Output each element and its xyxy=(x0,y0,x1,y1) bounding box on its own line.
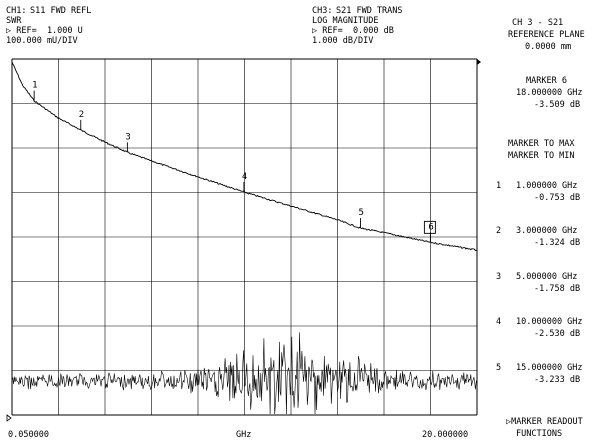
ch1-ref: ▷ REF= 1.000 U xyxy=(6,26,83,36)
marker-3-value: -1.758 dB xyxy=(534,284,581,294)
marker-1-freq: 1.000000 GHz xyxy=(516,181,578,191)
ref-arrow-icon xyxy=(477,59,481,65)
marker-2-label: 2 xyxy=(79,110,84,120)
marker-2-value: -1.324 dB xyxy=(534,238,581,248)
marker-2-freq: 3.000000 GHz xyxy=(516,226,578,236)
active-marker-name[interactable]: MARKER 6 xyxy=(526,76,567,86)
marker-5-freq: 15.000000 GHz xyxy=(516,363,583,373)
marker-6-label: 6 xyxy=(428,222,433,232)
marker-readout-functions-line2[interactable]: FUNCTIONS xyxy=(516,429,563,439)
ch3-ref: ▷ REF= 0.000 dB xyxy=(312,26,394,36)
ch1-param: S11 FWD REFL xyxy=(30,6,92,16)
ch3-label: CH3: xyxy=(312,6,333,16)
marker-5-value: -3.233 dB xyxy=(534,375,581,385)
graticule-grid xyxy=(11,58,478,416)
marker-2-number[interactable]: 2 xyxy=(496,226,502,236)
marker-6-active-box xyxy=(423,220,436,234)
menu-marker-to-min[interactable]: MARKER TO MIN xyxy=(508,151,575,161)
marker-1-label: 1 xyxy=(32,81,37,91)
marker-3-number[interactable]: 3 xyxy=(496,272,502,282)
menu-marker-to-max[interactable]: MARKER TO MAX xyxy=(508,139,575,149)
start-freq: 0.050000 xyxy=(8,430,49,440)
ch3-scale: 1.000 dB/DIV xyxy=(312,36,374,46)
marker-group: 1 2 3 4 5 6 xyxy=(32,81,436,243)
marker-5-label: 5 xyxy=(358,208,363,218)
marker-1-number[interactable]: 1 xyxy=(496,181,502,191)
marker-5-number[interactable]: 5 xyxy=(496,363,502,373)
ch1-scale: 100.000 mU/DIV xyxy=(6,36,78,46)
marker-3-label: 3 xyxy=(125,132,130,142)
ref-arrow-left-icon xyxy=(6,414,12,422)
s11-swr-trace xyxy=(11,332,478,415)
channel-title: CH 3 - S21 xyxy=(512,18,564,28)
marker-readout-functions[interactable]: ▷MARKER READOUT xyxy=(506,417,583,427)
marker-4-label: 4 xyxy=(242,172,247,182)
active-marker-value: -3.509 dB xyxy=(534,100,581,110)
ch3-param: S21 FWD TRANS xyxy=(336,6,403,16)
ch3-format: LOG MAGNITUDE xyxy=(312,16,379,26)
stop-freq: 20.000000 xyxy=(422,430,469,440)
ch1-label: CH1: xyxy=(6,6,27,16)
active-marker-freq: 18.000000 GHz xyxy=(516,88,583,98)
reference-plane-label: REFERENCE PLANE xyxy=(508,30,585,40)
marker-4-value: -2.530 dB xyxy=(534,329,581,339)
marker-4-freq: 10.000000 GHz xyxy=(516,317,583,327)
s21-trace xyxy=(11,61,478,251)
marker-3-freq: 5.000000 GHz xyxy=(516,272,578,282)
ch1-format: SWR xyxy=(6,16,22,26)
freq-unit: GHz xyxy=(236,430,252,440)
marker-1-value: -0.753 dB xyxy=(534,193,581,203)
reference-plane-value: 0.0000 mm xyxy=(525,42,572,52)
marker-4-number[interactable]: 4 xyxy=(496,317,502,327)
